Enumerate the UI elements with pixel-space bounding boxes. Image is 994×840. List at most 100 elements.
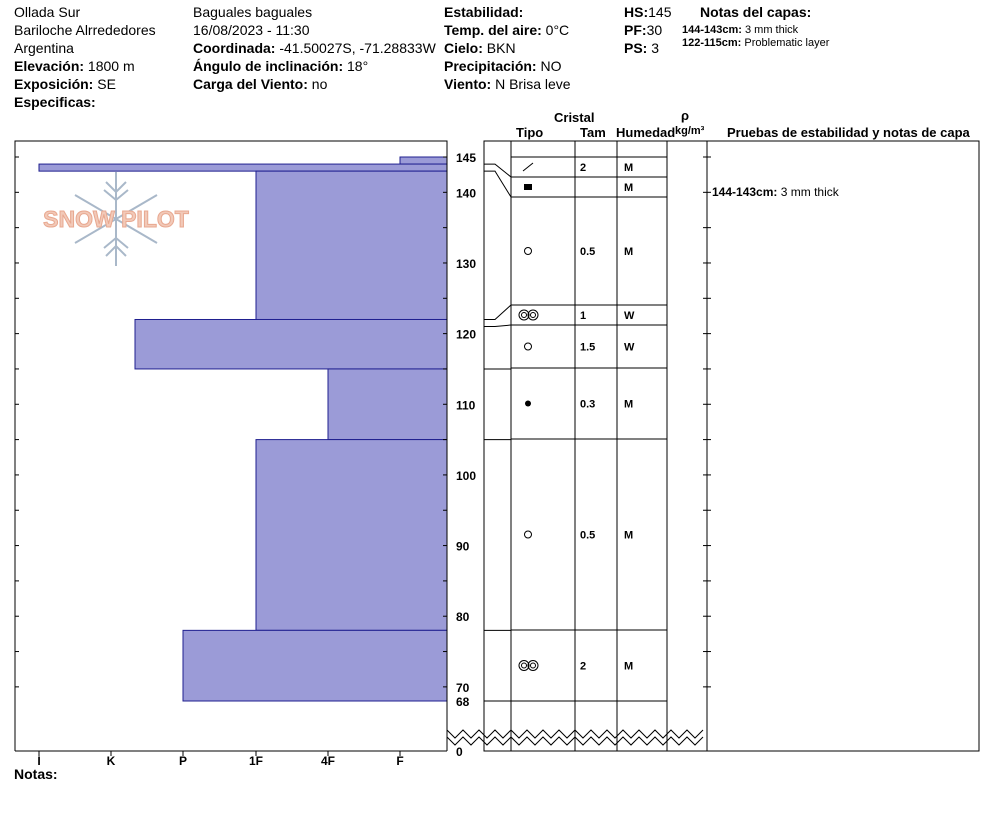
moisture-4: W [624, 342, 635, 354]
aspect-label: Exposición: [14, 76, 94, 92]
elevation-value: 1800 m [87, 58, 135, 74]
specifics-label: Especificas: [14, 94, 96, 110]
crystal-size-4: 1.5 [580, 342, 595, 354]
y-tick-label-0: 0 [456, 745, 463, 759]
layer-note-2: 122-115cm: Problematic layer [682, 37, 829, 50]
rounded-grain-icon [524, 247, 532, 255]
connector-2 [484, 304, 512, 320]
y-tick-label-68: 68 [456, 695, 470, 709]
precip-label: Precipitación: [444, 58, 537, 74]
depth-hoar-icon-inner [521, 662, 527, 669]
x-tick-label-1F: 1F [249, 754, 263, 768]
coordinate: Coordinada: -41.50027S, -71.28833W [193, 39, 436, 57]
pit-name: Baguales baguales [193, 4, 313, 20]
ps-label: PS: [624, 40, 648, 56]
hardness-bar-4 [327, 368, 448, 441]
test-note-1: 144-143cm: 3 mm thick [712, 186, 839, 199]
crystal-size-6: 0.5 [580, 530, 595, 542]
crystal-size-0: 2 [580, 162, 586, 174]
hs-value: 145 [648, 4, 672, 20]
depth-hoar-icon-inner [521, 312, 527, 318]
melt-freeze-icon [525, 400, 531, 407]
snowflake-icon [74, 172, 158, 266]
faceted-square-icon [524, 184, 532, 190]
layer-note-1-range: 144-143cm: [682, 24, 742, 36]
layer-note-1-text: 3 mm thick [745, 24, 799, 36]
hardness-bar-3 [134, 318, 448, 370]
y-tick-label-110: 110 [456, 398, 476, 412]
moisture-2: M [624, 246, 633, 258]
x-tick-label-I: I [37, 754, 40, 768]
depth-hoar-icon [518, 660, 530, 671]
aspect-value: SE [97, 76, 116, 92]
stability-label: Estabilidad: [444, 4, 524, 20]
hardness-bar-5 [255, 439, 448, 631]
col-crystal: Cristal [554, 110, 595, 125]
y-tick-label-70: 70 [456, 681, 470, 695]
depth-hoar-icon-inner [530, 312, 536, 318]
precip-value: NO [540, 58, 562, 74]
sky: Cielo: BKN [444, 39, 516, 57]
y-tick-label-145: 145 [456, 151, 476, 165]
crystal-size-7: 2 [580, 661, 586, 673]
precipitation: Precipitación: NO [444, 57, 561, 75]
y-tick-label-140: 140 [456, 186, 476, 200]
crystal-size-3: 1 [580, 310, 586, 322]
wind-load-value: no [311, 76, 328, 92]
moisture-5: M [624, 399, 633, 411]
crystal-size-2: 0.5 [580, 246, 595, 258]
connector-0 [484, 163, 512, 178]
col-rho: ρ [681, 108, 690, 123]
test-note-1-range: 144-143cm: [712, 185, 778, 199]
depth-hoar-icon [527, 309, 539, 321]
wind: Viento: N Brisa leve [444, 75, 571, 93]
ps: PS: 3 [624, 39, 659, 57]
elevation: Elevación: 1800 m [14, 57, 135, 75]
y-tick-label-130: 130 [456, 257, 476, 271]
moisture-1: M [624, 182, 633, 194]
x-tick-label-F: F [396, 754, 403, 768]
slope-label: Ángulo de inclinación: [193, 58, 344, 74]
col-tests: Pruebas de estabilidad y notas de capa [727, 125, 970, 140]
moisture-3: W [624, 310, 635, 322]
col-density-unit: kg/m³ [675, 125, 705, 137]
depth-hoar-icon [527, 660, 539, 671]
depth-hoar-icon [518, 309, 530, 321]
air-temp-value: 0°C [545, 22, 570, 38]
location: Ollada Sur [14, 4, 81, 20]
hs-label: HS: [624, 4, 649, 20]
coordinate-value: -41.50027S, -71.28833W [279, 40, 436, 56]
y-tick-label-100: 100 [456, 469, 476, 483]
sky-value: BKN [486, 40, 516, 56]
crystal-size-5: 0.3 [580, 399, 595, 411]
hardness-frame [14, 140, 448, 751]
rounded-grain-icon [524, 342, 532, 351]
y-tick-label-80: 80 [456, 610, 470, 624]
datetime: 16/08/2023 - 11:30 [193, 22, 310, 38]
country: Argentina [14, 40, 74, 56]
axis-break [446, 736, 704, 746]
pf-label: PF: [624, 22, 647, 38]
coordinate-label: Coordinada: [193, 40, 276, 56]
layer-notes-title: Notas del capas: [700, 4, 812, 20]
slope-angle: Ángulo de inclinación: 18° [193, 57, 368, 75]
air-temp: Temp. del aire: 0°C [444, 21, 569, 39]
depth-hoar-icon-inner [530, 662, 536, 669]
test-note-1-text: 3 mm thick [780, 185, 839, 199]
y-tick-label-90: 90 [456, 540, 470, 554]
rounded-grain-icon [524, 530, 532, 539]
air-temp-label: Temp. del aire: [444, 22, 542, 38]
moisture-7: M [624, 661, 633, 673]
pf: PF:30 [624, 21, 662, 39]
slope-value: 18° [347, 58, 369, 74]
hardness-bar-0 [399, 156, 448, 165]
snowpilot-watermark: SNOW PILOT [43, 206, 189, 232]
y-tick-label-120: 120 [456, 328, 476, 342]
ps-value: 3 [651, 40, 660, 56]
connector-3 [484, 324, 512, 328]
sky-label: Cielo: [444, 40, 483, 56]
hardness-bar-2 [255, 170, 448, 320]
wind-load-label: Carga del Viento: [193, 76, 308, 92]
aspect: Exposición: SE [14, 75, 116, 93]
